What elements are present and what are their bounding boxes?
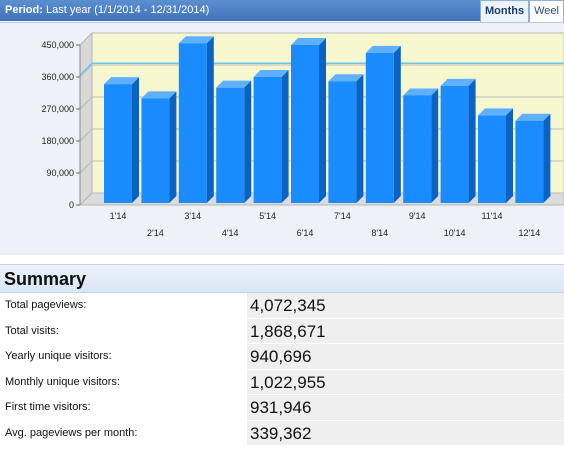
x-tick-label: 12'14 <box>519 228 541 238</box>
bar-top <box>253 70 289 77</box>
bar-top <box>328 74 364 82</box>
bar <box>328 81 357 203</box>
summary-row: Total visits: 1,868,671 <box>0 318 564 344</box>
bar-side <box>169 91 177 203</box>
x-tick-label: 9'14 <box>409 211 426 221</box>
bar-side <box>319 38 326 203</box>
bar-side <box>468 78 476 203</box>
summary-table: Total pageviews: 4,072,345 Total visits: 1,… <box>0 293 564 446</box>
y-tick-label: 180,000 <box>41 136 74 146</box>
bar-top <box>178 36 214 44</box>
summary-row: Monthly unique visitors: 1,022,955 <box>0 369 564 395</box>
bar-side <box>206 36 214 203</box>
bar <box>253 77 282 203</box>
x-tick-label: 1'14 <box>110 211 127 221</box>
bar-side <box>244 80 252 203</box>
summary-row-label: Total pageviews: <box>0 293 247 318</box>
bar <box>478 115 506 203</box>
bar-top <box>291 38 326 45</box>
summary-row-value: 931,946 <box>247 395 564 420</box>
period-label: Period: <box>5 4 43 16</box>
summary-row: Avg. pageviews per month: 339,362 <box>0 420 564 446</box>
bar-side <box>543 113 551 203</box>
bar-top <box>104 77 139 85</box>
period-bar: Period: Last year (1/1/2014 - 12/31/2014… <box>0 0 564 21</box>
x-tick-label: 8'14 <box>371 228 388 238</box>
x-tick-label: 4'14 <box>222 228 239 238</box>
bar <box>515 120 544 203</box>
bar-side <box>132 77 139 203</box>
bar-side <box>356 74 364 203</box>
plot-side-wall <box>79 31 93 207</box>
summary-row-value: 4,072,345 <box>247 293 564 318</box>
summary-row: First time visitors: 931,946 <box>0 395 564 421</box>
tab-weeks[interactable]: Weel <box>529 0 564 22</box>
summary-section: Summary Total pageviews: 4,072,345 Total v… <box>0 264 564 449</box>
summary-row-value: 1,868,671 <box>247 318 564 343</box>
summary-row-label: Monthly unique visitors: <box>0 369 247 394</box>
summary-row-value: 1,022,955 <box>247 369 564 394</box>
bar-top <box>216 80 252 88</box>
period-value: Last year (1/1/2014 - 12/31/2014) <box>45 4 210 16</box>
bar <box>291 45 319 203</box>
bar-top <box>141 91 177 99</box>
bar-side <box>506 108 513 203</box>
bar-top <box>515 113 551 121</box>
gridline <box>79 32 564 46</box>
summary-row-value: 339,362 <box>247 420 564 445</box>
bar <box>440 85 469 203</box>
bar-side <box>281 70 289 203</box>
summary-title: Summary <box>0 265 564 293</box>
bar <box>141 98 170 203</box>
chart-panel: 0 90,000 180,000 270,000 360,000 450,000 1'14 2… <box>0 22 564 255</box>
bar <box>104 84 132 203</box>
bar <box>403 95 432 203</box>
y-tick-label: 360,000 <box>41 72 74 82</box>
y-tick-label: 270,000 <box>41 104 74 114</box>
x-tick-label: 5'14 <box>259 211 276 221</box>
bar-top <box>365 45 401 53</box>
summary-row: Yearly unique visitors: 940,696 <box>0 344 564 370</box>
y-tick-label: 450,000 <box>41 40 74 50</box>
y-tick-label: 90,000 <box>46 168 74 178</box>
reference-line <box>79 62 564 76</box>
gridline <box>79 64 564 78</box>
bar-side <box>431 88 439 203</box>
bar-top <box>403 88 439 96</box>
bar <box>216 87 245 203</box>
bar-top <box>478 108 513 116</box>
summary-row-label: Yearly unique visitors: <box>0 344 247 369</box>
x-tick-label: 3'14 <box>184 211 201 221</box>
summary-row-value: 940,696 <box>247 344 564 369</box>
bar-side <box>393 45 401 203</box>
x-tick-label: 7'14 <box>334 211 351 221</box>
tab-months[interactable]: Months <box>480 0 530 22</box>
x-tick-label: 2'14 <box>147 228 164 238</box>
summary-row-label: Total visits: <box>0 318 247 343</box>
bar <box>365 52 394 203</box>
bar-top <box>440 78 476 86</box>
bar-chart: 0 90,000 180,000 270,000 360,000 450,000 1'14 2… <box>41 31 564 238</box>
summary-row-label: Avg. pageviews per month: <box>0 420 247 445</box>
x-tick-label: 6'14 <box>297 228 314 238</box>
y-tick-label: 0 <box>69 200 74 210</box>
view-tabs: Months Weel <box>480 0 564 22</box>
summary-row: Total pageviews: 4,072,345 <box>0 293 564 319</box>
summary-row-label: First time visitors: <box>0 395 247 420</box>
bar <box>178 43 207 203</box>
x-tick-label: 11'14 <box>481 211 502 221</box>
x-tick-label: 10'14 <box>444 228 466 238</box>
